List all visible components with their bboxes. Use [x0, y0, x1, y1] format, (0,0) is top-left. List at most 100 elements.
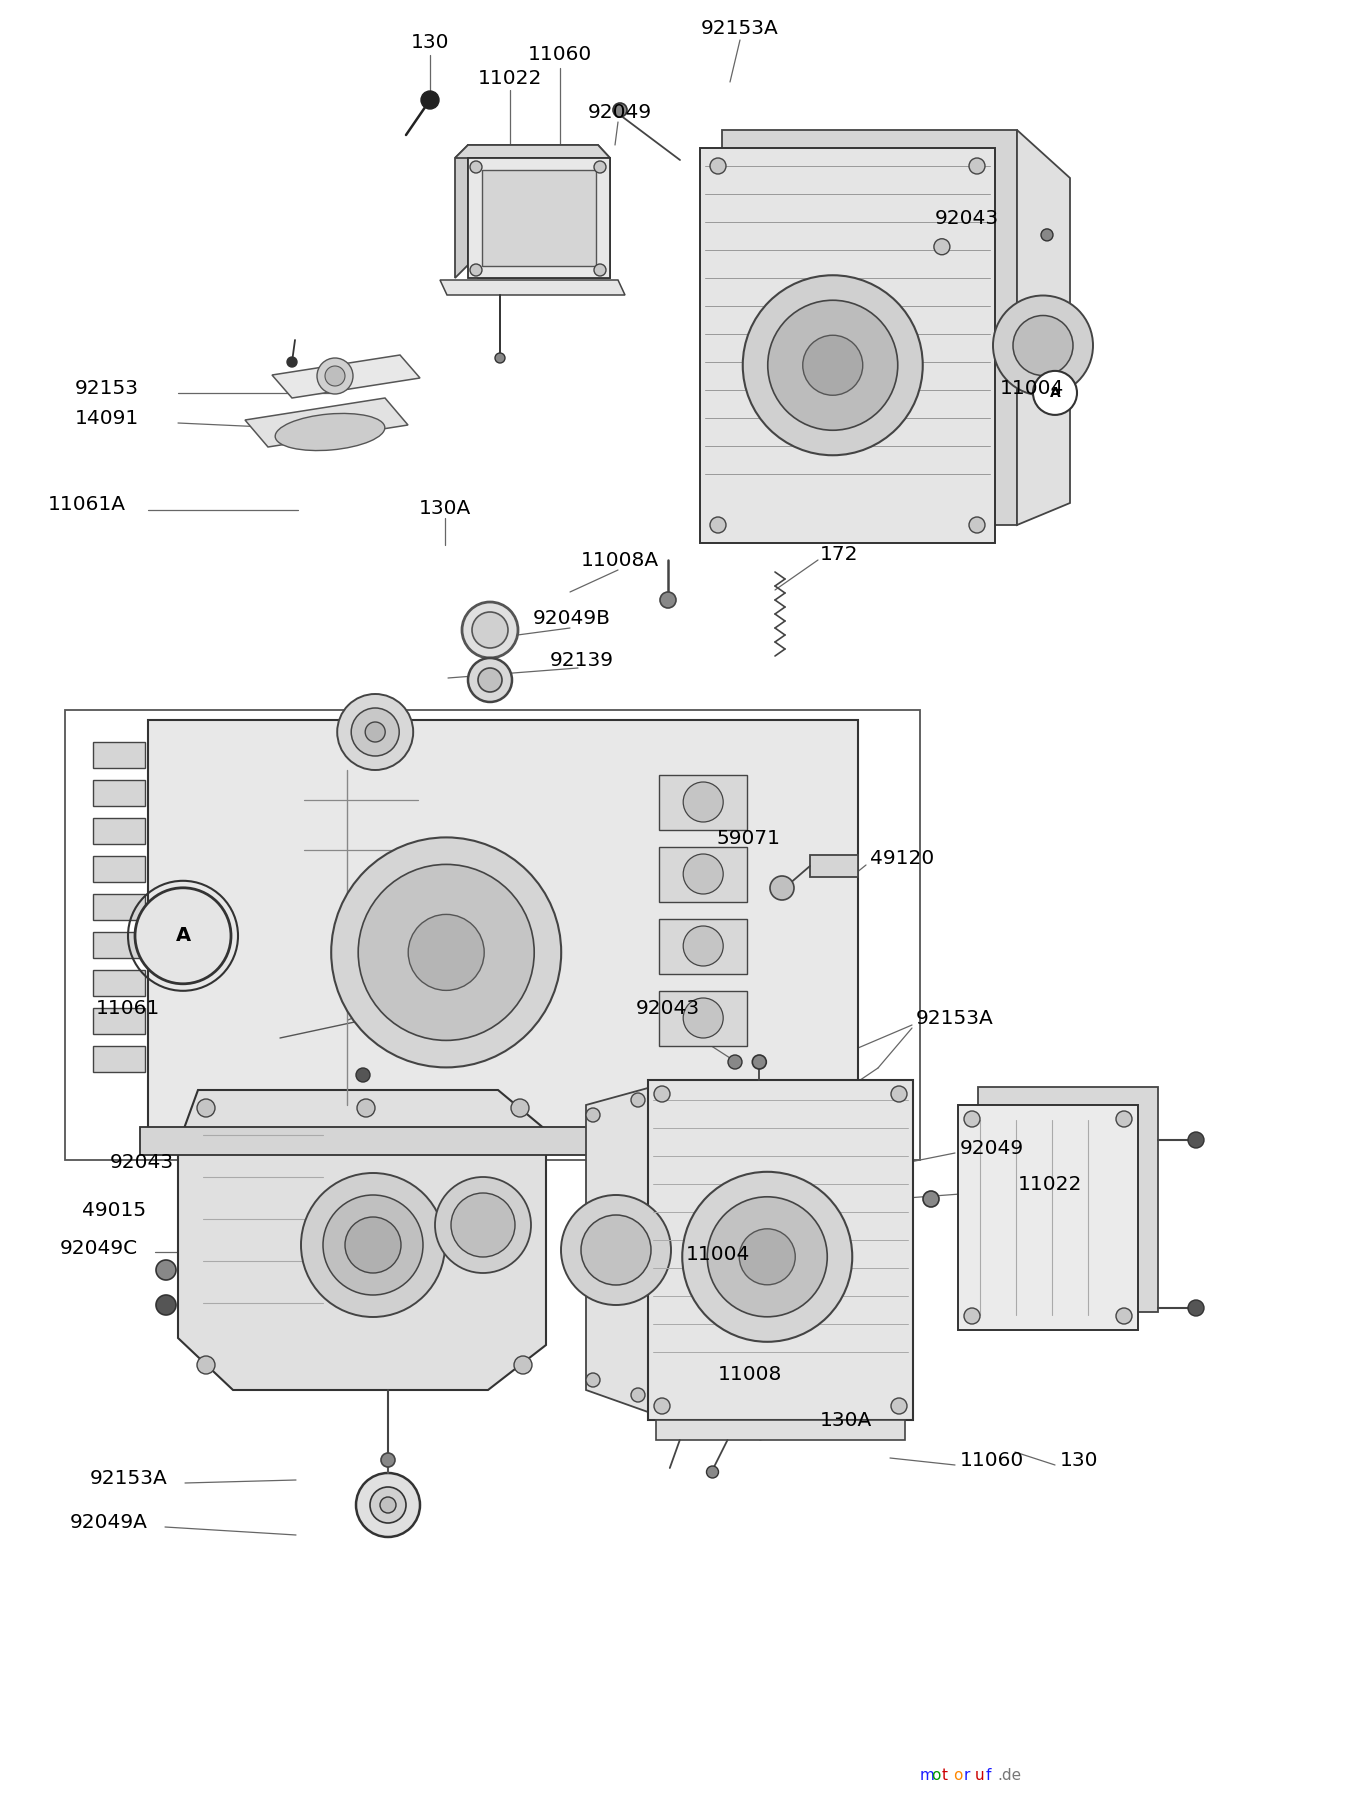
Bar — [648, 1080, 913, 1420]
Bar — [810, 855, 859, 877]
Text: 59071: 59071 — [717, 828, 780, 848]
Circle shape — [1115, 1309, 1132, 1325]
Circle shape — [803, 335, 863, 396]
Text: 130: 130 — [411, 32, 449, 52]
Text: 92043: 92043 — [635, 999, 700, 1017]
Text: t: t — [942, 1768, 948, 1782]
Bar — [93, 817, 145, 844]
Circle shape — [964, 1309, 980, 1325]
Circle shape — [358, 864, 534, 1040]
Circle shape — [468, 659, 512, 702]
Polygon shape — [722, 130, 1017, 526]
Text: f: f — [986, 1768, 991, 1782]
Circle shape — [452, 1193, 515, 1256]
Text: 49015: 49015 — [82, 1201, 146, 1220]
Ellipse shape — [276, 414, 385, 450]
Bar — [93, 895, 145, 920]
Text: 11061A: 11061A — [49, 495, 126, 515]
Text: 11060: 11060 — [960, 1451, 1025, 1469]
Circle shape — [287, 356, 297, 367]
Circle shape — [1188, 1300, 1205, 1316]
Circle shape — [683, 853, 723, 895]
Bar — [660, 776, 748, 830]
Circle shape — [710, 158, 726, 175]
Circle shape — [923, 1192, 940, 1208]
Circle shape — [631, 1388, 645, 1402]
Text: r: r — [964, 1768, 971, 1782]
Circle shape — [654, 1399, 671, 1415]
Text: .de: .de — [996, 1768, 1021, 1782]
Polygon shape — [466, 146, 610, 277]
Bar — [147, 720, 859, 1136]
Bar — [93, 742, 145, 769]
Polygon shape — [977, 1087, 1159, 1312]
Text: 11008: 11008 — [718, 1366, 783, 1384]
Circle shape — [1013, 315, 1073, 376]
Circle shape — [742, 275, 923, 455]
Circle shape — [727, 1055, 742, 1069]
Circle shape — [135, 887, 231, 985]
Circle shape — [472, 612, 508, 648]
Circle shape — [370, 1487, 406, 1523]
Circle shape — [324, 365, 345, 385]
Circle shape — [1041, 229, 1053, 241]
Polygon shape — [456, 146, 610, 158]
Text: u: u — [975, 1768, 984, 1782]
Circle shape — [683, 781, 723, 823]
Text: A: A — [1049, 385, 1060, 400]
Bar — [700, 148, 995, 544]
Circle shape — [155, 1260, 176, 1280]
Circle shape — [316, 358, 353, 394]
Circle shape — [752, 1055, 767, 1069]
Text: 92049B: 92049B — [533, 608, 611, 628]
Circle shape — [331, 837, 561, 1067]
Polygon shape — [272, 355, 420, 398]
Text: 172: 172 — [821, 545, 859, 565]
Circle shape — [357, 1100, 375, 1118]
Circle shape — [581, 1215, 652, 1285]
Circle shape — [479, 668, 502, 691]
Text: 92049C: 92049C — [59, 1238, 138, 1258]
Text: 130: 130 — [1060, 1451, 1098, 1469]
Circle shape — [771, 877, 794, 900]
Circle shape — [352, 707, 399, 756]
Text: 11022: 11022 — [477, 68, 542, 88]
Circle shape — [380, 1498, 396, 1514]
Circle shape — [768, 301, 898, 430]
Circle shape — [710, 517, 726, 533]
Polygon shape — [456, 146, 468, 277]
Circle shape — [683, 925, 723, 967]
Bar — [93, 857, 145, 882]
Bar — [660, 920, 748, 974]
Text: 92153: 92153 — [74, 378, 139, 398]
Circle shape — [356, 1472, 420, 1537]
Circle shape — [683, 997, 723, 1039]
Circle shape — [337, 695, 414, 770]
Text: 49120: 49120 — [869, 848, 934, 868]
Circle shape — [345, 1217, 402, 1273]
Text: 92049A: 92049A — [70, 1512, 147, 1532]
Text: o: o — [932, 1768, 941, 1782]
Circle shape — [462, 601, 518, 659]
Circle shape — [1188, 1132, 1205, 1148]
Text: A: A — [176, 927, 191, 945]
Circle shape — [514, 1355, 531, 1373]
Text: 130A: 130A — [419, 499, 470, 518]
Circle shape — [707, 1465, 718, 1478]
Circle shape — [197, 1355, 215, 1373]
Text: 11060: 11060 — [527, 45, 592, 65]
Circle shape — [969, 517, 986, 533]
Circle shape — [594, 160, 606, 173]
Text: 11061: 11061 — [96, 999, 161, 1017]
Bar — [93, 970, 145, 995]
Text: 92043: 92043 — [110, 1152, 174, 1172]
Text: 92153A: 92153A — [91, 1469, 168, 1487]
Bar — [141, 1127, 867, 1156]
Text: 92153A: 92153A — [917, 1008, 994, 1028]
Bar — [93, 932, 145, 958]
Circle shape — [470, 265, 483, 275]
Circle shape — [934, 239, 950, 256]
Bar — [483, 169, 596, 266]
Bar — [93, 1046, 145, 1073]
Bar — [468, 158, 610, 277]
